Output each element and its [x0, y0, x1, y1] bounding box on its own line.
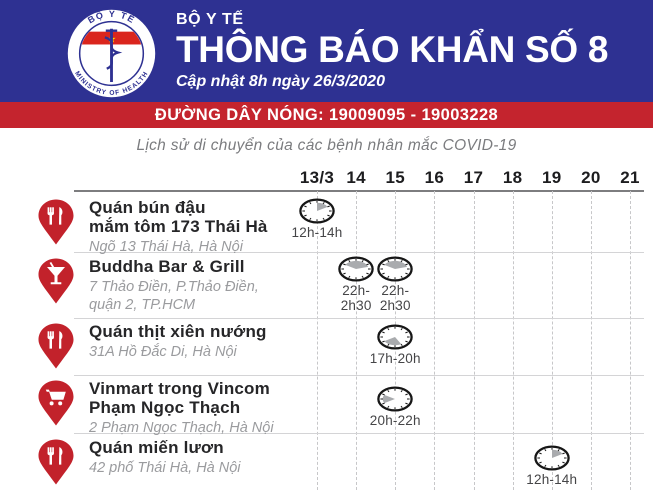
timeline-row: Quán bún đậu mắm tôm 173 Thái Hà Ngõ 13 T…: [36, 198, 321, 257]
row-separator: [74, 433, 644, 434]
clock-icon: [376, 324, 414, 355]
date-gridline: [551, 191, 553, 490]
venue-info: Quán miến lươn 42 phố Thái Hà, Hà Nội: [89, 438, 241, 486]
fork-knife-pin-icon: [36, 322, 76, 370]
venue-address: Ngõ 13 Thái Hà, Hà Nội: [89, 239, 243, 255]
date-gridline: [473, 191, 475, 490]
header-banner: BỘ Y TẾ MINISTRY OF HEALTH ★ BỘ Y TẾ THÔ…: [0, 0, 653, 102]
timeline: 13/3 14 15 16 17 18 19 20 21 Quán bún đậu mắm tô…: [0, 160, 653, 490]
agency-name: BỘ Y TẾ: [176, 11, 244, 28]
timeline-row: Vinmart trong Vincom Phạm Ngọc Thạch 2 Ph…: [36, 379, 321, 438]
venue-info: Buddha Bar & Grill 7 Thảo Điền, P.Thảo Đi…: [89, 257, 259, 314]
date-label: 18: [502, 168, 523, 187]
venue-address: 31A Hồ Đắc Di, Hà Nội: [89, 344, 237, 360]
clock-icon: [533, 445, 571, 476]
timeline-row: Quán miến lươn 42 phố Thái Hà, Hà Nội: [36, 438, 321, 486]
date-label: 20: [581, 168, 601, 187]
timeline-row: Buddha Bar & Grill 7 Thảo Điền, P.Thảo Đi…: [36, 257, 321, 314]
visit-time: 12h-14h: [291, 225, 343, 240]
visit-time: 22h- 2h30: [379, 283, 411, 313]
hotline-text: ĐƯỜNG DÂY NÓNG: 19009095 - 19003228: [154, 106, 499, 124]
fork-knife-pin-icon: [36, 438, 76, 486]
date-label: 13/3: [299, 168, 335, 187]
caduceus-icon: [104, 28, 123, 82]
timeline-row: Quán thịt xiên nướng 31A Hồ Đắc Di, Hà Nộ…: [36, 322, 321, 370]
timeline-axis-line: [74, 190, 644, 192]
cart-pin-icon: [36, 379, 76, 438]
clock-icon: [376, 256, 414, 287]
venue-address: 42 phố Thái Hà, Hà Nội: [89, 460, 241, 476]
header-titles: BỘ Y TẾ THÔNG BÁO KHẨN SỐ 8 Cập nhật 8h …: [176, 11, 608, 91]
venue-address: 2 Phạm Ngọc Thạch, Hà Nội: [89, 420, 274, 436]
date-label: 17: [463, 168, 484, 187]
row-separator: [74, 252, 644, 253]
date-gridline: [434, 191, 436, 490]
date-gridline: [630, 191, 631, 490]
venue-info: Quán thịt xiên nướng 31A Hồ Đắc Di, Hà Nộ…: [89, 322, 267, 370]
venue-name: Quán bún đậu mắm tôm 173 Thái Hà: [89, 198, 268, 236]
date-gridline: [356, 191, 358, 490]
visit-time: 17h-20h: [369, 351, 421, 366]
ministry-of-health-logo: BỘ Y TẾ MINISTRY OF HEALTH ★: [65, 6, 158, 100]
date-label: 19: [541, 168, 562, 187]
visit-time: 12h-14h: [526, 472, 578, 487]
row-separator: [74, 375, 644, 376]
venue-name: Vinmart trong Vincom Phạm Ngọc Thạch: [89, 379, 270, 417]
fork-knife-pin-icon: [36, 198, 76, 257]
row-separator: [74, 318, 644, 319]
date-label: 16: [424, 168, 445, 187]
date-label: 14: [346, 168, 366, 187]
notice-title: THÔNG BÁO KHẨN SỐ 8: [176, 29, 609, 70]
visit-time: 22h- 2h30: [340, 283, 372, 313]
cocktail-pin-icon: [36, 257, 76, 314]
date-gridline: [590, 191, 592, 490]
date-gridline: [512, 191, 514, 490]
date-label: 15: [385, 168, 406, 187]
clock-icon: [298, 198, 336, 229]
timeline-caption: Lịch sử di chuyển của các bệnh nhân mắc …: [136, 137, 517, 154]
clock-icon: [376, 386, 414, 417]
venue-name: Buddha Bar & Grill: [89, 257, 245, 276]
clock-icon: [337, 256, 375, 287]
venue-info: Vinmart trong Vincom Phạm Ngọc Thạch 2 Ph…: [89, 379, 274, 438]
visit-time: 20h-22h: [369, 413, 421, 428]
venue-name: Quán thịt xiên nướng: [89, 322, 267, 341]
venue-address: 7 Thảo Điền, P.Thảo Điền, quận 2, TP.HCM: [89, 279, 259, 313]
venue-info: Quán bún đậu mắm tôm 173 Thái Hà Ngõ 13 T…: [89, 198, 268, 257]
venue-name: Quán miến lươn: [89, 438, 224, 457]
update-date: Cập nhật 8h ngày 26/3/2020: [176, 73, 385, 90]
date-gridline: [317, 191, 318, 490]
date-label: 21: [620, 168, 640, 187]
hotline-bar: ĐƯỜNG DÂY NÓNG: 19009095 - 19003228: [0, 102, 653, 128]
